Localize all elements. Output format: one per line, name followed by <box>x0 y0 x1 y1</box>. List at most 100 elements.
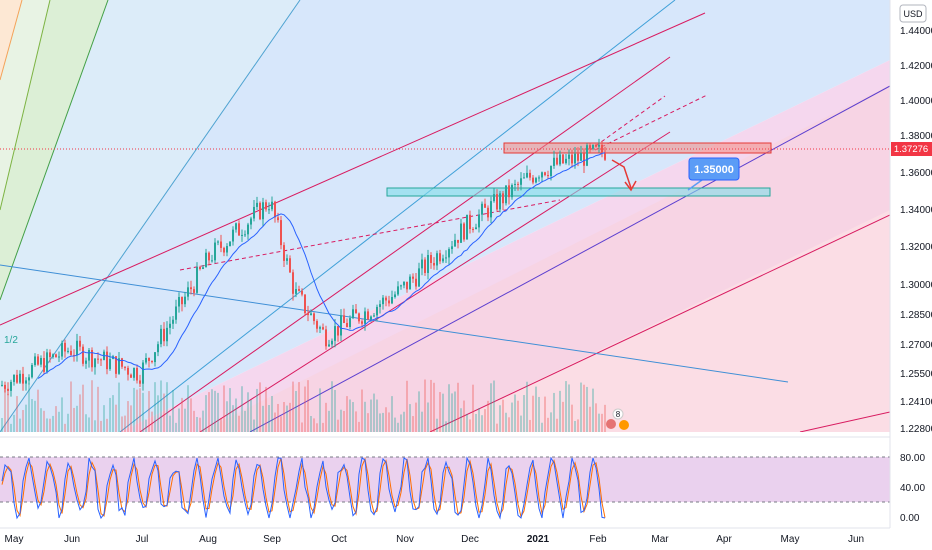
support-zone[interactable] <box>386 187 771 197</box>
volume-bar <box>64 423 66 432</box>
price-axis[interactable]: 1.44000 1.42000 1.40000 1.38000 1.36000 1.340… <box>889 0 932 528</box>
candle-body <box>82 346 84 364</box>
candle-body <box>106 351 108 370</box>
volume-bar <box>310 416 312 432</box>
volume-bar <box>202 410 204 432</box>
candle-body <box>547 175 549 177</box>
fan-background <box>0 0 890 432</box>
volume-bar <box>181 397 183 432</box>
candle-body <box>313 313 315 322</box>
candle-body <box>151 360 153 363</box>
price-tick-label: 1.42000 <box>900 61 932 72</box>
target-callout[interactable]: 1.35000 <box>688 157 740 181</box>
candle-body <box>379 304 381 307</box>
volume-bar <box>604 404 606 432</box>
volume-bar <box>508 417 510 432</box>
candle-body <box>286 258 288 261</box>
volume-bar <box>427 402 429 432</box>
volume-bar <box>556 418 558 432</box>
candle-body <box>484 203 486 208</box>
volume-bar <box>496 423 498 432</box>
price-tick-label: 1.27000 <box>900 340 932 351</box>
volume-bar <box>52 415 54 432</box>
candle-body <box>283 245 285 261</box>
volume-bar <box>442 393 444 432</box>
time-tick-label: Apr <box>716 534 732 545</box>
volume-bar <box>187 385 189 432</box>
volume-bar <box>160 380 162 432</box>
candle-body <box>373 315 375 317</box>
volume-bar <box>22 410 24 432</box>
volume-bar <box>595 403 597 432</box>
candle-body <box>31 365 33 378</box>
volume-bar <box>490 383 492 432</box>
volume-bar <box>334 389 336 432</box>
candle-body <box>508 185 510 198</box>
time-axis[interactable]: May Jun Jul Aug Sep Oct Nov Dec 2021 Feb Mar Apr May… <box>0 527 932 550</box>
resistance-zone[interactable] <box>503 142 772 154</box>
candle-body <box>94 358 96 368</box>
volume-bar <box>430 379 432 432</box>
volume-bar <box>481 415 483 432</box>
candle-body <box>250 218 252 225</box>
volume-bar <box>40 408 42 432</box>
candle-body <box>439 253 441 262</box>
candle-body <box>436 253 438 266</box>
candle-body <box>562 154 564 164</box>
volume-bar <box>67 413 69 432</box>
event-badge[interactable]: 8 <box>606 408 629 430</box>
candle-body <box>520 178 522 185</box>
volume-bar <box>343 410 345 432</box>
volume-bar <box>562 401 564 432</box>
candle-body <box>541 172 543 178</box>
volume-bar <box>397 422 399 432</box>
volume-bar <box>289 402 291 432</box>
volume-bar <box>499 405 501 432</box>
volume-bar <box>505 412 507 432</box>
candle-body <box>394 294 396 298</box>
candle-body <box>172 319 174 324</box>
volume-bar <box>19 418 21 432</box>
candle-body <box>46 352 48 372</box>
candle-body <box>211 260 213 262</box>
candle-body <box>307 313 309 316</box>
volume-bar <box>169 415 171 432</box>
candle-body <box>163 328 165 342</box>
candle-body <box>337 326 339 336</box>
volume-bar <box>136 389 138 432</box>
candle-body <box>532 177 534 183</box>
candle-body <box>214 242 216 261</box>
candle-body <box>178 296 180 307</box>
volume-bar <box>457 382 459 432</box>
candle-body <box>43 358 45 372</box>
volume-bar <box>211 389 213 432</box>
volume-bar <box>91 380 93 432</box>
candle-body <box>364 311 366 324</box>
currency-button[interactable]: USD <box>899 4 927 23</box>
volume-bar <box>103 405 105 432</box>
volume-bar <box>565 381 567 432</box>
candle-body <box>145 357 147 363</box>
candle-body <box>310 313 312 316</box>
volume-bar <box>100 420 102 432</box>
price-tick-label: 1.32000 <box>900 242 932 253</box>
volume-bar <box>385 407 387 432</box>
volume-bar <box>295 390 297 432</box>
volume-bar <box>454 391 456 432</box>
volume-bar <box>277 403 279 432</box>
trend-lines[interactable] <box>0 0 890 432</box>
volume-bar <box>502 399 504 432</box>
candle-body <box>400 285 402 287</box>
candle-body <box>577 153 579 161</box>
volume-bar <box>268 405 270 432</box>
volume-bar <box>469 419 471 432</box>
volume-bar <box>127 401 129 432</box>
volume-bar <box>94 420 96 432</box>
candle-body <box>601 144 603 153</box>
candle-body <box>265 202 267 210</box>
candle-body <box>385 297 387 301</box>
candle-body <box>19 373 21 383</box>
candle-body <box>169 323 171 328</box>
candle-body <box>370 316 372 320</box>
